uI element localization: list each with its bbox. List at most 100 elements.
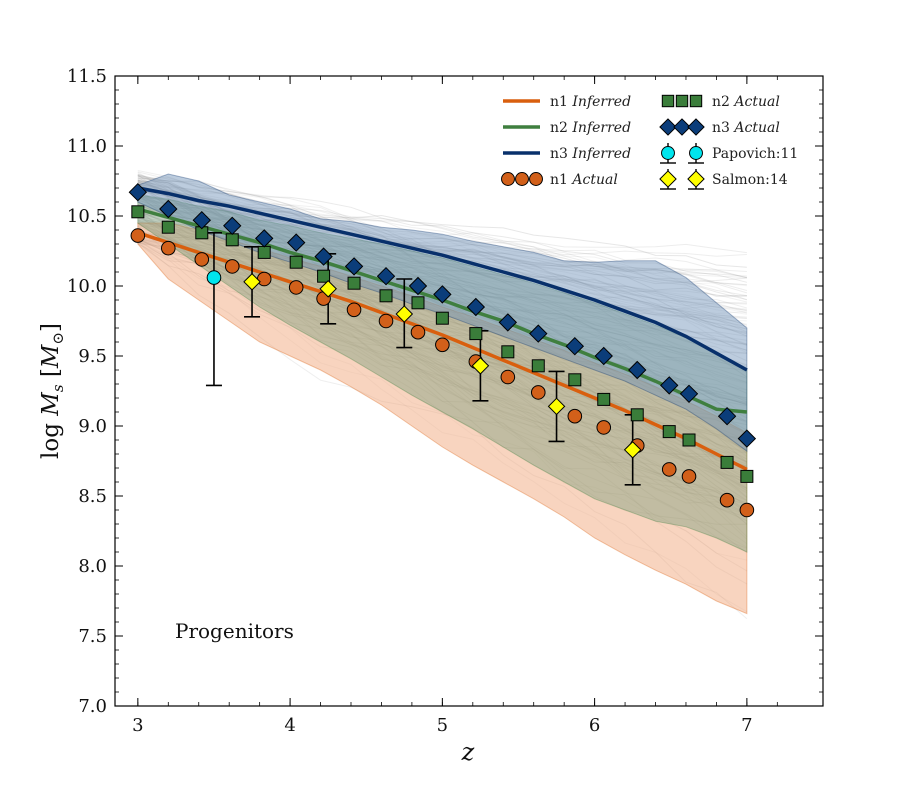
marker-n2-actual	[501, 345, 515, 359]
progenitor-track	[137, 181, 747, 345]
leg-n3-actual-marker	[659, 118, 677, 136]
marker-n1-actual	[346, 302, 362, 318]
progenitor-track	[137, 213, 747, 272]
marker-n3-actual	[255, 229, 274, 248]
marker-n3-actual	[159, 199, 178, 219]
x-tick-label: 4	[284, 715, 295, 736]
leg-salmon-marker	[659, 170, 677, 188]
marker-n2-actual	[317, 269, 331, 283]
progenitor-track	[137, 177, 748, 399]
x-tick-label: 7	[741, 715, 752, 736]
marker-salmon	[547, 397, 566, 416]
y-tick-label: 7.5	[78, 626, 107, 647]
progenitor-track	[137, 175, 748, 283]
progenitor-track	[137, 221, 748, 328]
marker-n1-actual	[596, 420, 612, 435]
progenitor-track	[137, 189, 748, 330]
marker-n2-actual	[435, 311, 449, 325]
y-tick-label: 8.0	[78, 556, 107, 577]
progenitor-track	[137, 181, 748, 325]
marker-n1-actual	[435, 337, 450, 353]
band-n1	[137, 222, 748, 615]
legend-label-n1-inferred-em: Inferred	[571, 94, 631, 110]
legend-entry-n2-inferred: n2 Inferred	[503, 120, 631, 136]
progenitor-track	[137, 191, 748, 475]
legend-label-n2-actual-em: Actual	[732, 94, 779, 110]
progenitor-track	[137, 205, 748, 294]
marker-n2-actual	[682, 433, 696, 447]
progenitor-track	[137, 222, 748, 504]
progenitor-track	[137, 193, 748, 493]
progenitor-track	[137, 181, 748, 422]
progenitor-track	[137, 213, 747, 525]
progenitor-track	[137, 225, 748, 516]
legend-swatch-papovich	[660, 143, 704, 164]
x-tick-label: 6	[589, 715, 600, 736]
legend-entry-n3-actual: n3 Actual	[659, 118, 780, 136]
progenitor-track	[137, 204, 747, 319]
marker-n1-actual	[194, 252, 210, 267]
progenitor-track	[137, 240, 748, 549]
marker-n1-actual	[530, 385, 546, 400]
legend-label-n1-actual-em: Actual	[570, 172, 617, 188]
progenitor-track	[137, 192, 748, 309]
marker-n3-actual	[376, 266, 396, 286]
progenitor-track	[137, 240, 748, 435]
progenitor-track	[137, 185, 747, 337]
legend-label-n3-actual-name: n3	[712, 120, 730, 136]
progenitor-track	[137, 187, 747, 341]
progenitor-track	[137, 196, 747, 268]
marker-n1-actual	[160, 240, 176, 256]
leg-n2-actual-marker	[675, 94, 689, 108]
progenitor-track	[137, 203, 747, 283]
y-axis-title: log Ms [M⊙]	[38, 323, 67, 459]
progenitor-track	[137, 189, 748, 454]
progenitor-track	[137, 232, 748, 476]
progenitor-track	[137, 194, 748, 335]
progenitor-track	[137, 195, 747, 257]
progenitor-track	[137, 183, 747, 307]
marker-n3-actual	[628, 360, 647, 380]
progenitor-track	[137, 184, 747, 278]
progenitor-track	[137, 175, 747, 333]
progenitor-track	[137, 222, 748, 417]
legend-entry-n1-inferred: n1 Inferred	[503, 94, 631, 110]
y-axis-title-unit-sub: ⊙	[49, 332, 67, 345]
leg-n1-actual-marker	[515, 172, 529, 186]
marker-n3-actual	[344, 257, 364, 276]
marker-n2-actual	[597, 392, 611, 406]
y-axis-title-unit-var: M	[38, 343, 64, 369]
y-tick-label: 10.0	[67, 276, 107, 297]
progenitor-track	[137, 236, 748, 314]
progenitor-track	[137, 177, 747, 297]
marker-n1-actual	[567, 408, 583, 424]
legend-label-salmon: Salmon:14	[712, 172, 788, 188]
marker-salmon	[395, 305, 414, 323]
progenitor-track	[137, 239, 748, 620]
progenitor-track	[137, 243, 748, 613]
legend-label-n2-actual: n2 Actual	[712, 94, 780, 110]
marker-n3-actual	[737, 429, 757, 448]
legend-label-n2-inferred-name: n2	[550, 120, 568, 136]
line-n3-inferred	[137, 186, 748, 372]
y-tick-label: 10.5	[67, 206, 107, 227]
progenitor-track	[137, 179, 748, 405]
marker-n2-actual	[225, 233, 239, 247]
y-tick-label: 9.0	[78, 416, 107, 437]
y-axis-title-log: log	[38, 416, 64, 459]
legend-label-n1-inferred: n1 Inferred	[550, 94, 631, 110]
progenitor-track	[137, 181, 748, 441]
plot-area	[115, 76, 823, 706]
progenitor-track	[137, 212, 748, 540]
progenitor-track	[137, 195, 748, 303]
y-tick-label: 7.0	[78, 696, 107, 717]
marker-n1-actual	[130, 228, 146, 243]
legend-label-n1-actual: n1 Actual	[550, 172, 618, 188]
progenitor-track	[137, 174, 748, 502]
progenitor-track	[137, 196, 748, 403]
legend-swatch-n2-actual	[661, 94, 703, 108]
y-axis-title-sub: s	[49, 384, 67, 392]
marker-n3-actual	[498, 313, 518, 332]
progenitor-track	[137, 238, 748, 513]
progenitor-track	[137, 185, 748, 366]
